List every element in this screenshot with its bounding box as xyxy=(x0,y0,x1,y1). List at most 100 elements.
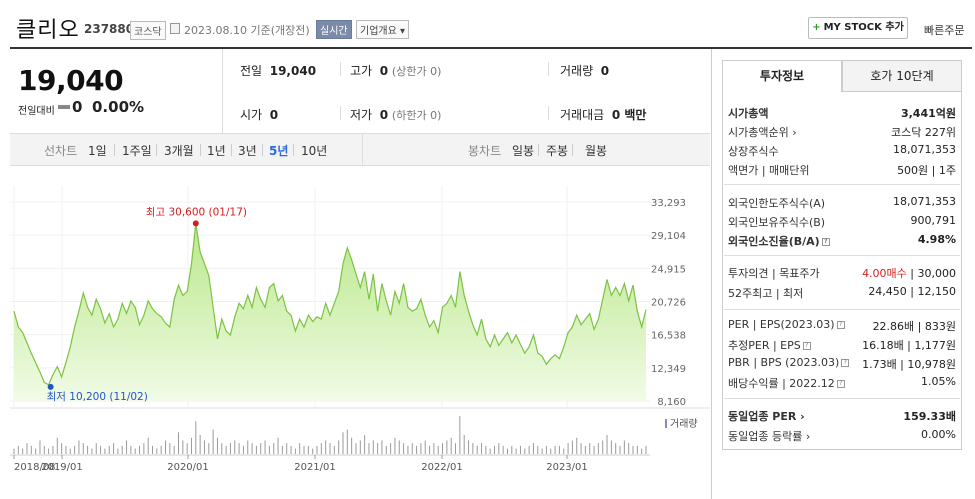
line-chart-label: 선차트 xyxy=(44,144,78,158)
date-suffix: 기준(개장전) xyxy=(250,24,310,37)
y-tick-label: 12,349 xyxy=(651,364,686,375)
help-icon[interactable]: ? xyxy=(821,238,830,246)
tab-orderbook[interactable]: 호가 10단계 xyxy=(842,60,962,92)
info-label-text: 배당수익률 | 2022.12 xyxy=(728,377,835,390)
divider xyxy=(200,144,201,156)
info-label: PBR | BPS (2023.03)? xyxy=(728,356,850,369)
tab-5y[interactable]: 5년 xyxy=(269,144,289,158)
tab-1d[interactable]: 1일 xyxy=(88,144,107,158)
y-tick-label: 24,915 xyxy=(651,264,686,275)
flat-icon xyxy=(58,105,70,109)
tab-3y[interactable]: 3년 xyxy=(238,144,257,158)
info-row: 액면가 | 매매단위 500원 | 1주 xyxy=(728,162,956,180)
info-row: 추정PER | EPS? 16.18배 | 1,177원 xyxy=(728,337,956,355)
tab-monthly[interactable]: 월봉 xyxy=(585,144,608,158)
info-value: 22.86배 | 833원 xyxy=(872,320,956,333)
info-label: 동일업종 등락률 › xyxy=(728,430,811,443)
current-price: 19,040 xyxy=(18,64,124,97)
info-row: PBR | BPS (2023.03)? 1.73배 | 10,978원 xyxy=(728,356,956,374)
stat-label: 거래량 xyxy=(560,64,594,78)
divider xyxy=(538,144,539,156)
stat-value: 19,040 xyxy=(269,64,317,78)
tab-daily[interactable]: 일봉 xyxy=(512,144,535,158)
divider xyxy=(262,144,263,156)
info-value: 900,791 xyxy=(910,214,957,227)
info-value: 159.33배 xyxy=(903,410,956,423)
quick-order-link[interactable]: 빠른주문 xyxy=(924,24,965,37)
info-label: 액면가 | 매매단위 xyxy=(728,164,810,177)
x-tick-label: 2022/01 xyxy=(421,462,463,473)
info-label: 외국인한도주식수(A) xyxy=(728,197,826,210)
stat-high: 고가 0 (상한가 0) xyxy=(350,62,441,79)
y-tick-label: 29,104 xyxy=(651,231,686,242)
divider xyxy=(724,184,960,185)
info-label-text: PBR | BPS (2023.03) xyxy=(728,356,840,369)
stat-low: 저가 0 (하한가 0) xyxy=(350,106,441,123)
info-label: 배당수익률 | 2022.12? xyxy=(728,375,845,391)
help-icon[interactable]: ? xyxy=(841,359,850,367)
stat-label: 저가 xyxy=(350,108,373,122)
info-label: 외국인소진율(B/A)? xyxy=(728,233,830,249)
help-icon[interactable]: ? xyxy=(836,321,845,329)
tab-weekly[interactable]: 주봉 xyxy=(546,144,569,158)
header-divider xyxy=(10,47,972,49)
info-value: 18,071,353 xyxy=(893,195,956,208)
corp-info-dropdown[interactable]: 기업개요 ▾ xyxy=(356,20,409,39)
plus-icon: + xyxy=(812,22,821,33)
tab-1w[interactable]: 1주일 xyxy=(122,144,152,158)
divider xyxy=(548,106,549,120)
info-row: PER | EPS(2023.03)? 22.86배 | 833원 xyxy=(728,318,956,336)
calendar-icon xyxy=(170,23,180,34)
info-label: 시가총액순위 › xyxy=(728,126,797,139)
divider xyxy=(222,49,223,133)
info-row: 52주최고 | 최저 24,450 | 12,150 xyxy=(728,285,956,303)
stock-name: 클리오 xyxy=(16,18,80,43)
info-row: 배당수익률 | 2022.12? 1.05% xyxy=(728,375,956,393)
info-row[interactable]: 동일업종 PER › 159.33배 xyxy=(728,408,956,426)
price-chart: 33,293 29,104 24,915 20,726 16,538 12,349 8,16… xyxy=(10,186,710,473)
help-icon[interactable]: ? xyxy=(802,342,811,350)
info-label-text: 추정PER | EPS xyxy=(728,339,801,352)
high-label: 최고 30,600 (01/17) xyxy=(146,206,247,218)
date-value: 2023.08.10 xyxy=(184,24,247,37)
price-line xyxy=(13,223,647,386)
tab-invest-info[interactable]: 투자정보 xyxy=(722,60,842,92)
stat-value: 0 xyxy=(600,64,610,78)
divider xyxy=(724,309,960,310)
info-row: 투자의견 | 목표주가 4.00매수 | 30,000 xyxy=(728,265,956,283)
stat-note: (상한가 0) xyxy=(391,65,442,78)
divider xyxy=(340,106,341,120)
info-row[interactable]: 동일업종 등락률 › 0.00% xyxy=(728,428,956,446)
stat-label: 전일 xyxy=(240,64,263,78)
tab-1y[interactable]: 1년 xyxy=(207,144,226,158)
x-tick-label: 2023/01 xyxy=(546,462,588,473)
info-row: 상장주식수 18,071,353 xyxy=(728,143,956,161)
stat-prev-close: 전일 19,040 xyxy=(240,62,316,79)
info-value: 코스닥 227위 xyxy=(891,126,956,139)
help-icon[interactable]: ? xyxy=(836,380,845,388)
divider xyxy=(724,398,960,399)
realtime-button[interactable]: 실시간 xyxy=(316,20,352,39)
divider xyxy=(10,133,710,134)
tab-3m[interactable]: 3개월 xyxy=(164,144,194,158)
date-label: 2023.08.10 기준(개장전) xyxy=(184,22,310,38)
price-area xyxy=(14,223,646,401)
volume-legend: 거래량 xyxy=(670,418,698,430)
y-tick-label: 8,160 xyxy=(657,397,686,408)
change-value: 0 xyxy=(72,98,83,116)
info-value: 24,450 | 12,150 xyxy=(868,285,956,298)
info-label: 추정PER | EPS? xyxy=(728,337,811,353)
x-tick-label: 2019/01 xyxy=(41,462,83,473)
mystock-add-button[interactable]: + MY STOCK 추가 xyxy=(808,17,908,39)
info-label: 시가총액 xyxy=(728,107,769,120)
divider xyxy=(572,144,573,156)
info-label: PER | EPS(2023.03)? xyxy=(728,318,845,331)
info-value: 1.73배 | 10,978원 xyxy=(862,358,956,371)
candle-chart-label: 봉차트 xyxy=(468,144,502,158)
info-row[interactable]: 시가총액순위 › 코스닥 227위 xyxy=(728,124,956,142)
x-tick-label: 2018/08 xyxy=(14,462,56,473)
x-tick-label: 2021/01 xyxy=(294,462,336,473)
stat-label: 시가 xyxy=(240,108,263,122)
stat-label: 거래대금 xyxy=(560,108,605,122)
tab-10y[interactable]: 10년 xyxy=(301,144,328,158)
